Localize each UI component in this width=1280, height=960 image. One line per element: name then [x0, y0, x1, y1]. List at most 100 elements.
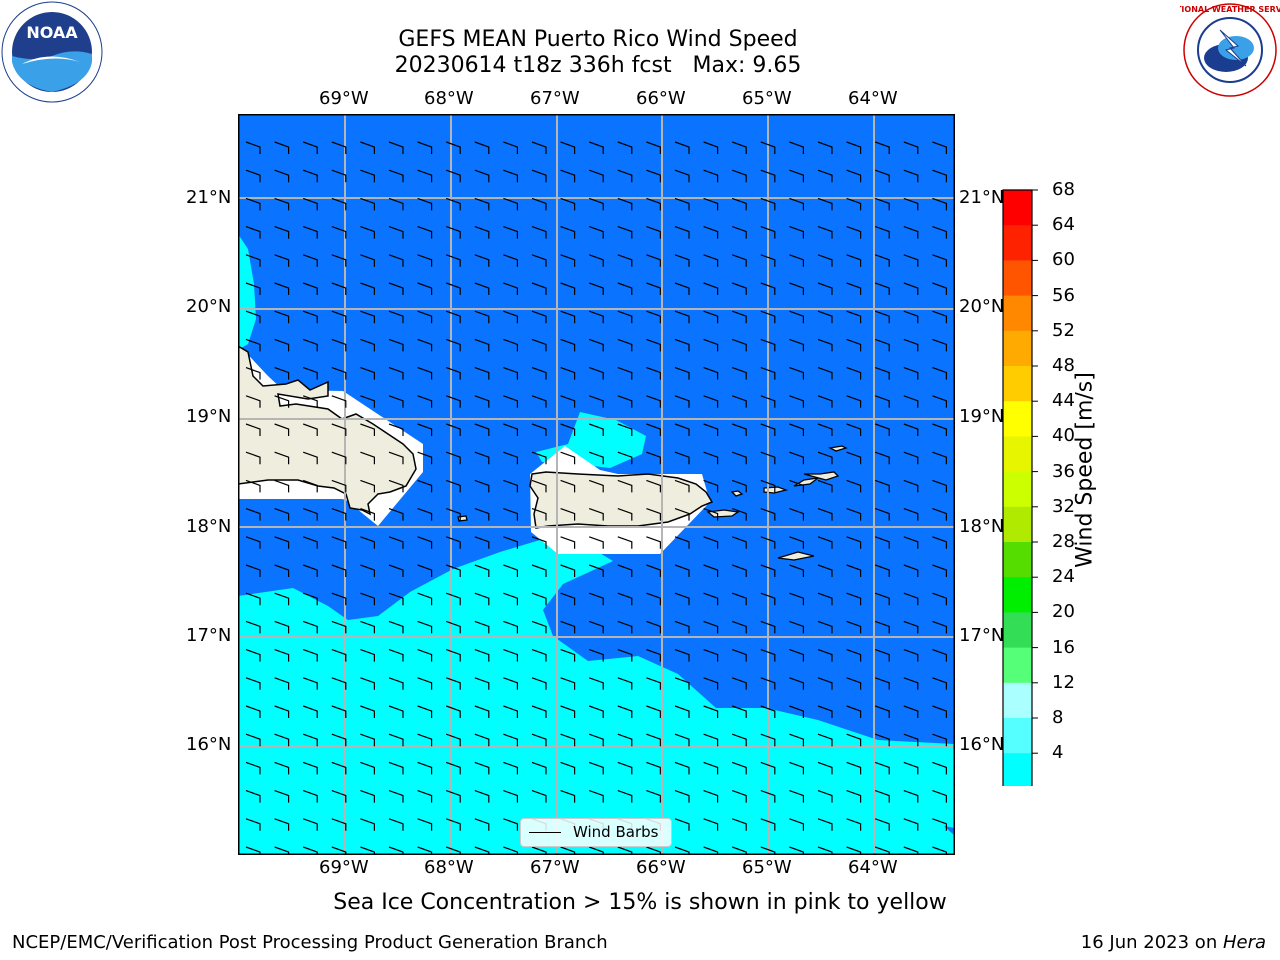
wind-barb — [331, 479, 347, 493]
wind-barb — [388, 705, 404, 718]
wind-barb — [760, 310, 776, 324]
wind-barb — [760, 818, 776, 831]
wind-barb — [445, 592, 461, 606]
wind-barb — [817, 620, 833, 634]
wind-barb — [302, 479, 318, 493]
wind-barb — [245, 367, 261, 380]
wind-barb — [646, 141, 661, 154]
wind-barb — [302, 226, 318, 239]
wind-barb — [617, 226, 633, 239]
wind-barb — [245, 226, 261, 239]
wind-barb — [817, 479, 833, 493]
wind-barb — [274, 677, 290, 690]
wind-barb — [817, 846, 833, 855]
wind-barb — [360, 536, 375, 549]
wind-barb — [617, 761, 633, 775]
wind-barb — [417, 479, 433, 493]
wind-barb — [388, 169, 404, 183]
wind-barb — [760, 592, 776, 606]
wind-barb — [703, 338, 719, 352]
wind-barb — [617, 592, 633, 606]
wind-barb — [731, 338, 747, 352]
wind-barb — [817, 677, 833, 690]
wind-barb — [331, 451, 347, 465]
wind-barb — [874, 705, 890, 718]
wind-barb — [588, 338, 604, 352]
wind-speed-map — [238, 114, 955, 855]
wind-barb — [331, 790, 347, 803]
wind-barb — [474, 451, 490, 465]
wind-barb — [245, 818, 261, 831]
wind-barb — [531, 423, 547, 436]
lat-label-right: 16°N — [959, 734, 1005, 755]
wind-barb — [560, 310, 576, 324]
wind-barb — [703, 846, 719, 855]
wind-barb — [503, 790, 518, 803]
wind-barb — [674, 649, 690, 662]
wind-barb — [531, 282, 547, 295]
wind-barb — [474, 846, 490, 855]
colorbar-segment — [1003, 506, 1032, 543]
wind-barb — [360, 846, 375, 855]
wind-barb — [731, 761, 747, 775]
wind-barb — [445, 338, 461, 352]
wind-barb — [646, 310, 661, 324]
wind-barb — [331, 395, 347, 408]
wind-barb — [903, 479, 919, 493]
wind-barb — [617, 479, 633, 493]
wind-barb — [846, 338, 862, 352]
wind-barb — [674, 423, 690, 436]
wind-barb — [388, 367, 404, 380]
wind-barb — [674, 564, 690, 577]
wind-barb — [903, 733, 919, 747]
colorbar-tick-label: 52 — [1052, 319, 1075, 341]
wind-barb — [531, 846, 547, 855]
wind-barb — [245, 536, 261, 549]
wind-barb — [817, 790, 833, 803]
wind-barb — [360, 367, 375, 380]
colorbar-tick-label: 28 — [1052, 531, 1075, 552]
wind-barb — [245, 592, 261, 606]
wind-barb — [331, 818, 347, 831]
wind-barb — [846, 141, 862, 154]
wind-barb — [817, 226, 833, 239]
wind-barb — [646, 649, 661, 662]
wind-barb — [388, 479, 404, 493]
lon-label-top: 69°W — [319, 88, 369, 109]
wind-barb — [274, 479, 290, 493]
wind-barb — [789, 536, 804, 549]
colorbar-segment — [1003, 225, 1032, 261]
wind-barb — [417, 761, 433, 775]
wind-barb — [331, 367, 347, 380]
wind-barb — [302, 197, 318, 211]
wind-barb — [360, 733, 375, 747]
wind-barb — [674, 620, 690, 634]
wind-barb — [360, 169, 375, 183]
wind-barb — [932, 451, 947, 465]
wind-barb — [846, 761, 862, 775]
wind-barb — [731, 649, 747, 662]
wind-barb — [388, 423, 404, 436]
wind-barb — [617, 282, 633, 295]
wind-barb — [417, 649, 433, 662]
wind-barb — [560, 479, 576, 493]
wind-barb — [817, 141, 833, 154]
wind-barb — [731, 254, 747, 267]
lon-label-bottom: 66°W — [636, 857, 686, 878]
wind-barb — [331, 536, 347, 549]
wind-barb — [274, 705, 290, 718]
wind-barb — [274, 338, 290, 352]
wind-barb — [245, 790, 261, 803]
colorbar-segment — [1003, 330, 1032, 367]
wind-barb — [560, 536, 576, 549]
wind-barb — [474, 254, 490, 267]
lat-label-right: 18°N — [959, 516, 1005, 537]
wind-barb — [703, 226, 719, 239]
wind-barb — [474, 338, 490, 352]
wind-barb — [674, 790, 690, 803]
wind-barb — [789, 423, 804, 436]
wind-barb — [846, 479, 862, 493]
wind-barb — [674, 338, 690, 352]
wind-barb — [474, 705, 490, 718]
wind-barb — [531, 479, 547, 493]
